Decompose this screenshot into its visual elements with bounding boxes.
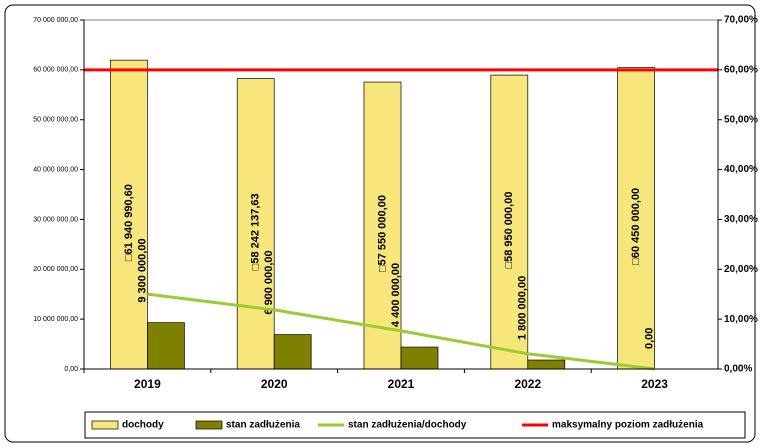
legend-box — [84, 411, 746, 439]
value-label: □57 550 000,00 — [376, 195, 388, 272]
y-tick-label: 70 000 000,00 — [33, 17, 78, 24]
bar — [400, 346, 439, 370]
bar — [490, 74, 529, 370]
y-tick-label: 60 000 000,00 — [33, 67, 78, 74]
bar — [110, 59, 148, 370]
y2-tick-label: 70,00% — [724, 15, 758, 26]
y2-tick-label: 50,00% — [724, 114, 758, 125]
legend-swatch — [91, 420, 119, 430]
value-label: 1 800 000,00 — [517, 276, 529, 340]
bar — [273, 334, 312, 370]
value-label: □58 242 137,63 — [250, 193, 262, 270]
y-tick-label: 10 000 000,00 — [33, 316, 78, 323]
ratio-line — [147, 292, 655, 371]
x-tick-label: 2023 — [641, 377, 668, 391]
y2-tick-label: 30,00% — [724, 214, 758, 225]
x-tick-label: 2021 — [388, 377, 415, 391]
y2-tick-label: 60,00% — [724, 64, 758, 75]
legend-swatch — [195, 420, 223, 430]
bar — [236, 78, 275, 370]
y2-tick-label: 20,00% — [724, 264, 758, 275]
legend-label: stan zadłużenia/dochody — [348, 420, 467, 431]
y-tick-label: 0,00 — [64, 366, 78, 373]
legend-label: maksymalny poziom zadłużenia — [552, 420, 704, 431]
y-tick-label: 20 000 000,00 — [33, 266, 78, 273]
value-label: 6 900 000,00 — [263, 250, 275, 314]
x-tick-label: 2022 — [514, 377, 541, 391]
bar — [527, 359, 566, 370]
bar — [363, 81, 402, 370]
x-tick-label: 2019 — [134, 377, 161, 391]
value-label: 0,00 — [644, 328, 656, 349]
y2-tick-label: 10,00% — [724, 314, 758, 325]
y2-tick-label: 0,00% — [724, 364, 752, 375]
y-tick-label: 30 000 000,00 — [33, 216, 78, 223]
legend-label: dochody — [122, 420, 164, 431]
legend-label: stan zadłużenia — [226, 420, 300, 431]
value-label: □58 950 000,00 — [503, 192, 515, 269]
value-label: □60 450 000,00 — [630, 188, 642, 265]
bar — [617, 67, 655, 370]
y-tick-label: 50 000 000,00 — [33, 117, 78, 124]
value-label: 9 300 000,00 — [136, 238, 148, 302]
x-tick-label: 2020 — [261, 377, 288, 391]
y2-tick-label: 40,00% — [724, 164, 758, 175]
y-tick-label: 40 000 000,00 — [33, 166, 78, 173]
value-label: □61 940 990,60 — [123, 184, 135, 261]
plot-border — [83, 19, 719, 370]
value-label: 4 400 000,00 — [390, 263, 402, 327]
bar — [147, 322, 185, 370]
